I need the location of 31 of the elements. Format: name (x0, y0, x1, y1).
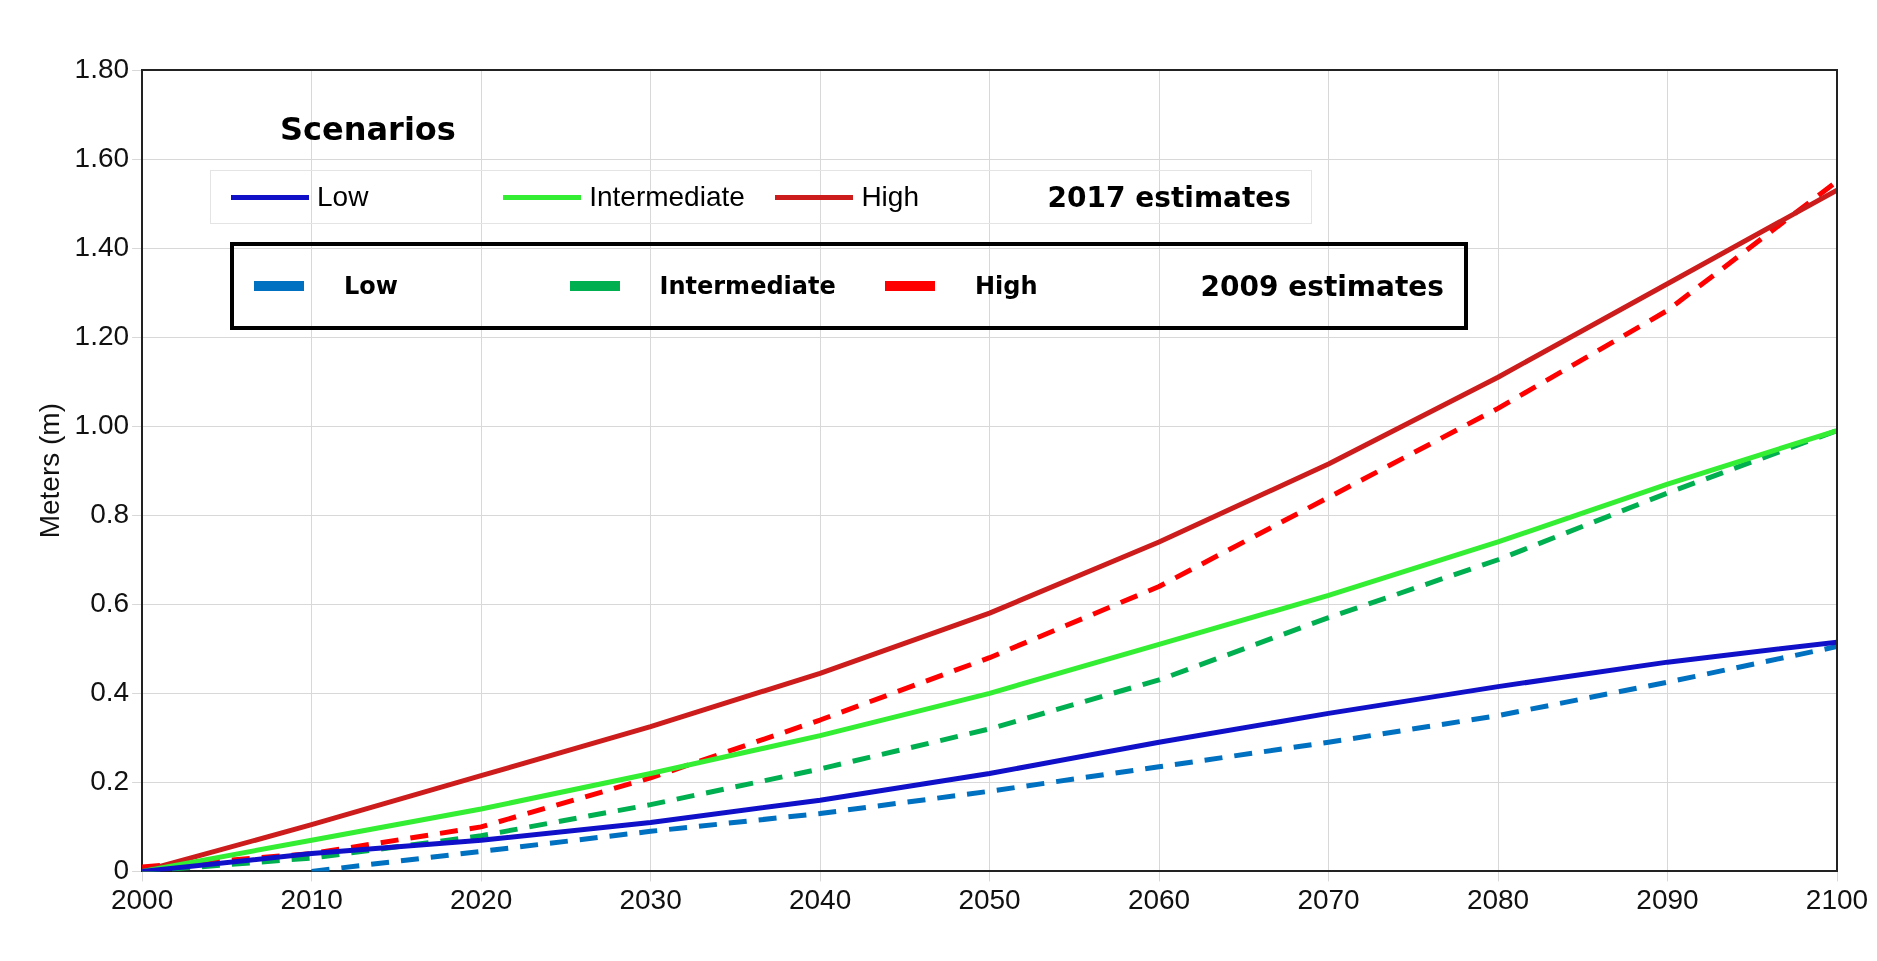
x-tick-label: 2080 (1466, 883, 1530, 915)
legend-label: Low (317, 181, 369, 213)
x-tick-label: 2090 (1636, 883, 1699, 915)
legend-label: Low (344, 272, 398, 300)
annotation: 2009 estimates (1200, 269, 1444, 303)
y-tick-label: 0.2 (90, 765, 130, 797)
y-tick-label: 1.60 (74, 141, 130, 173)
y-tick-label: 0.4 (90, 676, 130, 708)
legend-label: High (861, 181, 919, 213)
y-axis-title: Meters (m) (33, 403, 65, 539)
x-tick-label: 2100 (1805, 883, 1869, 915)
annotation: 2017 estimates (1047, 180, 1291, 214)
x-tick-label: 2030 (619, 883, 682, 915)
x-tick-label: 2000 (110, 883, 174, 915)
y-tick-label: 1.40 (74, 230, 130, 262)
y-tick-label: 1.80 (74, 52, 130, 84)
x-tick-label: 2060 (1127, 883, 1191, 915)
x-tick-label: 2070 (1297, 883, 1360, 915)
x-tick-label: 2020 (449, 883, 513, 915)
x-tick-label: 2040 (788, 883, 852, 915)
y-tick-label: 1.00 (74, 408, 130, 440)
legend-title: Scenarios (280, 110, 457, 148)
x-tick-label: 2050 (958, 883, 1021, 915)
legend-label: Intermediate (589, 181, 745, 213)
y-tick-label: 0.6 (90, 586, 130, 618)
y-tick-label: 0 (113, 854, 130, 886)
y-tick-label: 1.20 (74, 319, 130, 351)
legend-label: Intermediate (659, 272, 836, 300)
y-tick-label: 0.8 (90, 497, 130, 529)
legend-label: High (975, 272, 1038, 300)
x-tick-label: 2010 (280, 883, 343, 915)
